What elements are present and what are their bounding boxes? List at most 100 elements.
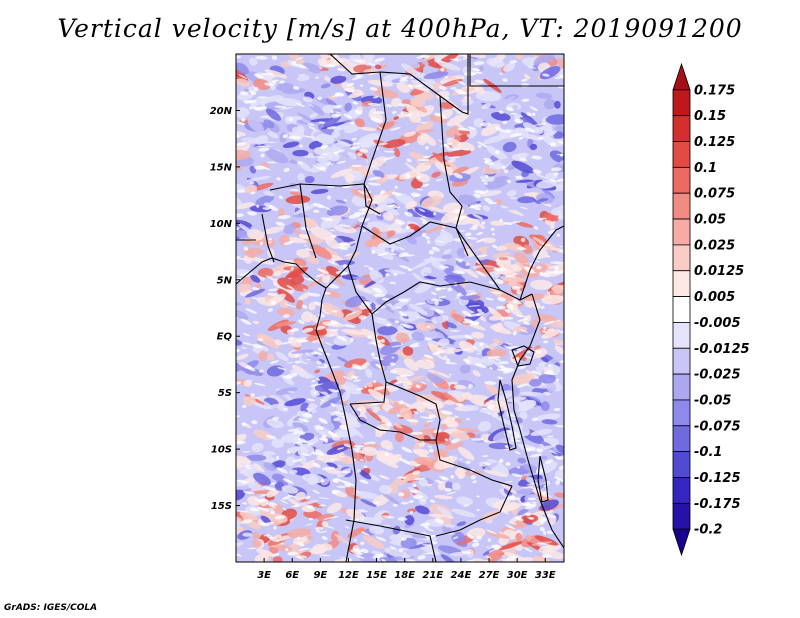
field-cell (425, 224, 448, 234)
colorbar-cell (672, 373, 691, 401)
field-cell (314, 369, 321, 374)
field-cell (408, 375, 425, 382)
field-cell (310, 188, 329, 195)
field-cell (403, 324, 414, 329)
field-cell (393, 272, 398, 276)
field-cell (318, 497, 330, 500)
field-cell (464, 232, 472, 237)
field-cell (496, 368, 508, 372)
field-cell (364, 385, 368, 389)
field-cell (495, 278, 504, 284)
field-cell (552, 270, 564, 274)
field-cell (298, 292, 311, 301)
field-cell (519, 157, 527, 162)
field-cell (292, 421, 309, 432)
border-congo-basin (347, 265, 501, 315)
field-cell (343, 199, 347, 202)
field-cell (324, 163, 334, 165)
field-cell (250, 97, 266, 106)
field-cell (390, 126, 401, 131)
field-cell (509, 221, 522, 224)
field-cell (344, 253, 353, 257)
field-cell (266, 534, 272, 539)
field-cell (305, 352, 311, 356)
field-cell (524, 447, 536, 452)
field-cell (529, 378, 542, 387)
field-cell (360, 541, 365, 545)
border-sahara-north (329, 54, 469, 115)
field-cell (485, 297, 494, 301)
field-cell (457, 292, 462, 296)
field-cell (320, 215, 341, 229)
field-cell (267, 241, 273, 244)
lon-tick-label: 33E (535, 570, 556, 581)
field-cell (291, 61, 297, 65)
field-cell (517, 457, 527, 464)
field-cell (423, 280, 436, 283)
field-cell (317, 123, 335, 136)
field-cell (415, 384, 421, 389)
field-cell (543, 391, 551, 396)
colorbar-cell (672, 322, 691, 349)
field-cell (437, 61, 461, 71)
field-cell (265, 108, 282, 121)
field-cell (432, 315, 449, 324)
field-cell (382, 212, 395, 221)
field-cell (354, 118, 365, 128)
field-cell (279, 80, 285, 84)
field-cell (236, 141, 250, 156)
field-cell (474, 190, 487, 194)
field-cell (555, 480, 561, 485)
field-cell (333, 335, 353, 346)
field-cell (438, 476, 448, 479)
field-cell (455, 260, 470, 270)
field-cell (401, 446, 413, 453)
field-cell (444, 75, 448, 79)
field-cell (297, 430, 306, 435)
field-cell (425, 359, 434, 364)
field-cell (393, 116, 400, 120)
field-cell (526, 66, 537, 69)
border-niger-chad (363, 71, 387, 215)
field-cell (441, 229, 445, 231)
field-cell (435, 309, 444, 314)
field-cell (505, 107, 514, 112)
field-cell (324, 438, 329, 443)
field-cell (473, 242, 491, 251)
field-cell (516, 315, 527, 318)
field-cell (237, 527, 245, 533)
field-cell (476, 308, 483, 313)
field-cell (448, 373, 452, 376)
field-cell (456, 247, 468, 258)
field-cell (269, 502, 278, 506)
field-cell (354, 109, 363, 115)
field-cell (292, 430, 299, 435)
colorbar-level-label: 0.1 (694, 161, 717, 176)
field-cell (486, 348, 507, 358)
field-cell (448, 291, 457, 300)
field-cell (558, 465, 564, 470)
field-cell (312, 543, 327, 555)
field-cell (479, 122, 492, 127)
field-cell (294, 491, 306, 501)
field-cell (321, 302, 345, 318)
field-cell (236, 541, 244, 549)
field-cell (374, 317, 388, 321)
field-cell (510, 522, 517, 525)
field-cell (237, 121, 245, 126)
field-cell (531, 319, 539, 328)
colorbar-level-label: 0.05 (694, 213, 726, 228)
field-cell (481, 249, 488, 257)
field-cell (527, 497, 537, 501)
field-cell (535, 366, 543, 373)
field-cell (550, 221, 557, 224)
field-cell (298, 233, 310, 240)
lat-tick-label: 10N (210, 219, 233, 230)
field-cell (418, 478, 428, 487)
field-cell (446, 491, 457, 495)
field-cell (319, 166, 327, 170)
field-cell (413, 456, 438, 465)
field-cell (524, 127, 536, 133)
colorbar-level-label: -0.125 (694, 471, 741, 486)
field-cell (276, 97, 303, 107)
